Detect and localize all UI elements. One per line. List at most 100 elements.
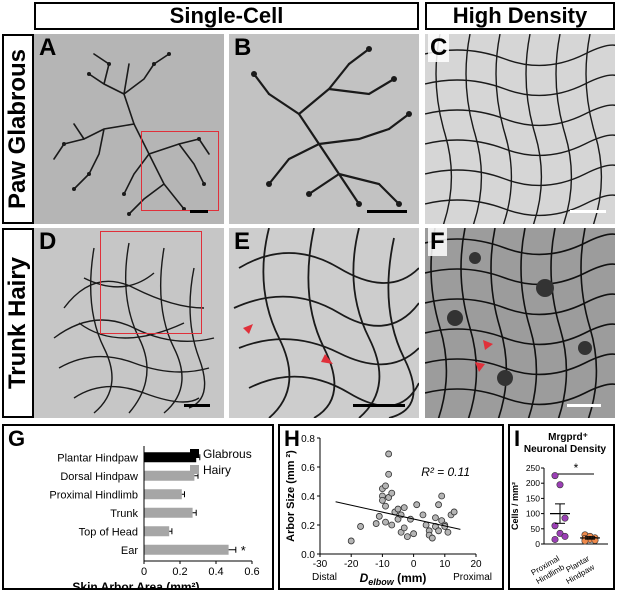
scatter-point: [388, 489, 396, 497]
panel-f-scale-bar: [567, 404, 601, 407]
scatter-point: [385, 450, 393, 458]
x-tick-label: 0: [411, 559, 417, 570]
panel-h-label: H: [284, 426, 300, 451]
x-axis-title: Delbow (mm): [360, 571, 427, 587]
paw-glabrous-text: Paw Glabrous: [4, 48, 31, 210]
y-tick-label: 0.8: [301, 434, 315, 445]
scatter-point: [394, 505, 402, 513]
trend-line: [335, 501, 461, 530]
scatter-point: [372, 520, 380, 527]
panel-b-arbor: [251, 46, 412, 207]
panel-c-mesh: [425, 34, 615, 224]
panel-i-title-line2: Neuronal Density: [524, 444, 607, 455]
scatter-point: [435, 501, 442, 509]
panel-d-label: D: [39, 228, 57, 255]
scatter-point: [450, 508, 458, 516]
bar: [144, 470, 195, 481]
panel-f-mesh: [425, 228, 615, 418]
x-tick-label: 0.4: [208, 566, 223, 578]
y-axis-title: Arbor Size (mm ²): [285, 450, 297, 542]
scatter-point: [379, 496, 386, 504]
panel-g-svg: Plantar Hindpaw Dorsal Hindpaw Proximal Hi…: [49, 446, 260, 588]
panel-e-label: E: [234, 228, 251, 255]
x-axis-title: Skin Arbor Area (mm²): [72, 580, 199, 588]
scatter-point: [413, 501, 421, 509]
scatter-point: [382, 502, 389, 510]
r-squared-annotation: R² = 0.11: [421, 465, 470, 479]
significance-marker: *: [241, 543, 246, 558]
scatter-point: [422, 521, 430, 529]
bar-category-label: Trunk: [110, 508, 138, 520]
single-cell-title: Single-Cell: [169, 3, 284, 28]
panel-b-image: B: [229, 34, 419, 224]
high-density-title: High Density: [452, 3, 588, 28]
panel-a-scale-bar: [190, 210, 208, 213]
scatter-point: [400, 504, 408, 511]
x-tick-label: 0.2: [172, 566, 187, 578]
x-tick-label: 0: [141, 566, 147, 578]
panel-f-image: F: [425, 228, 615, 418]
scatter-point: [347, 537, 355, 545]
panel-a-roi-box: [141, 131, 219, 211]
bar: [144, 489, 182, 500]
y-tick-label: 0.2: [301, 521, 315, 532]
scatter-point: [400, 524, 408, 532]
panel-i-label: I: [514, 426, 521, 451]
y-tick-label: 0.0: [301, 550, 315, 561]
high-density-header: High Density: [425, 2, 615, 30]
bar-category-label: Plantar Hindpaw: [57, 452, 138, 464]
x-tick-label: -20: [344, 559, 359, 570]
x-axis-left-label: Distal: [312, 572, 337, 583]
bar-category-label: Top of Head: [79, 526, 138, 538]
panel-f-label: F: [428, 228, 447, 256]
panel-i-chart: I Mrgprd⁺ Neuronal Density 0 50 100 150 200 250…: [508, 424, 615, 590]
panel-i-svg: Mrgprd⁺Neuronal Density 0 50 100 150 200 250 Ce…: [510, 432, 608, 586]
paw-glabrous-row-label: Paw Glabrous: [2, 34, 34, 224]
panel-g-chart: G Plantar Hindpaw Dorsal Hindpaw Proximal …: [2, 424, 274, 590]
y-tick-label: 200: [526, 478, 540, 488]
x-axis-title-sub: elbow: [368, 577, 395, 587]
y-tick-label: 0.4: [301, 492, 315, 503]
x-axis-title-main: D: [360, 571, 369, 585]
single-cell-header: Single-Cell: [34, 2, 419, 30]
significance-marker: *: [574, 461, 579, 475]
panel-a-image: A: [34, 34, 224, 224]
dot-point: [556, 529, 564, 537]
x-tick-label: 10: [439, 559, 451, 570]
scatter-point: [382, 482, 389, 490]
dot-point: [551, 535, 559, 543]
bar: [144, 544, 229, 555]
panel-c-label: C: [428, 34, 450, 62]
bar: [144, 526, 170, 537]
panel-c-scale-bar: [570, 210, 606, 213]
scatter-point: [385, 470, 393, 478]
panel-a-label: A: [39, 34, 57, 61]
bar-category-label: Dorsal Hindpaw: [60, 471, 138, 483]
panel-h-chart: H 0.0 0.2 0.4 0.6 0.8 -30 -20 -10 0 10 20 R² = 0.11…: [278, 424, 504, 590]
x-tick-label: 0.6: [244, 566, 259, 578]
scatter-point: [432, 514, 439, 522]
panel-f-arrow-2-icon: [475, 362, 485, 372]
panel-h-svg: 0.0 0.2 0.4 0.6 0.8 -30 -20 -10 0 10 20 R² = 0.11 Ar…: [285, 434, 492, 587]
dot-point: [551, 472, 559, 480]
x-tick-label: -30: [313, 559, 328, 570]
panel-d-roi-box: [100, 231, 202, 334]
x-axis-title-unit: (mm): [394, 571, 427, 585]
dot-point: [556, 481, 564, 489]
scatter-point: [388, 521, 396, 529]
scatter-point: [419, 511, 427, 519]
scatter-point: [444, 528, 452, 536]
panel-b-scale-bar: [367, 210, 407, 213]
trunk-hairy-text: Trunk Hairy: [4, 256, 31, 390]
panel-i-title-line1: Mrgprd⁺: [548, 432, 588, 443]
scatter-point: [410, 530, 418, 538]
dot-point: [561, 514, 569, 522]
y-tick-label: 0.6: [301, 463, 315, 474]
scatter-point: [428, 534, 436, 542]
y-tick-label: 50: [531, 524, 541, 534]
x-tick-label: 20: [470, 559, 482, 570]
bar: [144, 507, 193, 518]
panel-e-image: E: [229, 228, 419, 418]
bar-category-label: Ear: [121, 545, 138, 557]
scatter-point: [357, 523, 364, 530]
